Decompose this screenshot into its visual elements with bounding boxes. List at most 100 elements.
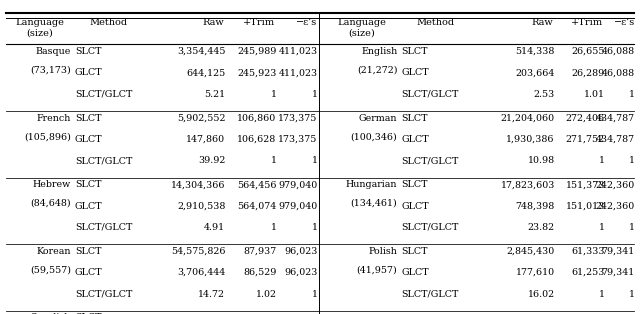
Text: 17,823,603: 17,823,603	[500, 180, 555, 189]
Text: 644,125: 644,125	[186, 68, 225, 78]
Text: German: German	[359, 114, 397, 123]
Text: (41,957): (41,957)	[356, 266, 397, 275]
Text: 1: 1	[629, 223, 635, 232]
Text: 2,910,538: 2,910,538	[177, 202, 225, 211]
Text: 1: 1	[271, 223, 276, 232]
Text: SLCT: SLCT	[401, 47, 428, 56]
Text: SLCT: SLCT	[75, 247, 101, 256]
Text: 1: 1	[599, 223, 605, 232]
Text: SLCT/GLCT: SLCT/GLCT	[75, 290, 132, 299]
Text: 1: 1	[312, 223, 317, 232]
Text: SLCT: SLCT	[75, 47, 101, 56]
Text: SLCT/GLCT: SLCT/GLCT	[75, 90, 132, 99]
Text: SLCT/GLCT: SLCT/GLCT	[401, 290, 459, 299]
Text: 1.02: 1.02	[255, 290, 276, 299]
Text: 1: 1	[599, 156, 605, 165]
Text: 147,860: 147,860	[186, 135, 225, 144]
Text: 434,787: 434,787	[596, 114, 635, 123]
Text: 1: 1	[629, 156, 635, 165]
Text: 514,338: 514,338	[515, 47, 555, 56]
Text: SLCT: SLCT	[401, 247, 428, 256]
Text: 54,575,826: 54,575,826	[171, 247, 225, 256]
Text: 106,860: 106,860	[237, 114, 276, 123]
Text: 10.98: 10.98	[528, 156, 555, 165]
Text: 79,341: 79,341	[602, 268, 635, 277]
Text: 1: 1	[312, 90, 317, 99]
Text: 2.53: 2.53	[534, 90, 555, 99]
Text: Raw: Raw	[202, 18, 224, 27]
Text: 61,333: 61,333	[572, 247, 605, 256]
Text: 1: 1	[312, 156, 317, 165]
Text: 151,013: 151,013	[566, 202, 605, 211]
Text: GLCT: GLCT	[401, 68, 429, 78]
Text: English: English	[361, 47, 397, 56]
Text: Raw: Raw	[532, 18, 554, 27]
Text: 1: 1	[599, 290, 605, 299]
Text: Language
(size): Language (size)	[15, 18, 65, 38]
Text: Basque: Basque	[36, 47, 71, 56]
Text: SLCT/GLCT: SLCT/GLCT	[75, 223, 132, 232]
Text: Hebrew: Hebrew	[33, 180, 71, 189]
Text: 79,341: 79,341	[602, 247, 635, 256]
Text: Swedish: Swedish	[31, 313, 71, 314]
Text: 86,529: 86,529	[243, 268, 276, 277]
Text: 245,923: 245,923	[237, 68, 276, 78]
Text: (134,461): (134,461)	[351, 199, 397, 208]
Text: (105,896): (105,896)	[24, 133, 71, 142]
Text: (21,272): (21,272)	[357, 66, 397, 75]
Text: 5.21: 5.21	[204, 90, 225, 99]
Text: GLCT: GLCT	[75, 68, 102, 78]
Text: 2,845,430: 2,845,430	[507, 247, 555, 256]
Text: 411,023: 411,023	[278, 68, 317, 78]
Text: 272,406: 272,406	[566, 114, 605, 123]
Text: 1: 1	[629, 90, 635, 99]
Text: 26,289: 26,289	[572, 68, 605, 78]
Text: 411,023: 411,023	[278, 47, 317, 56]
Text: 748,398: 748,398	[516, 202, 555, 211]
Text: −ε’s: −ε’s	[614, 18, 635, 27]
Text: 3,551,917: 3,551,917	[269, 313, 317, 314]
Text: 564,074: 564,074	[237, 202, 276, 211]
Text: 1: 1	[271, 90, 276, 99]
Text: Polish: Polish	[369, 247, 397, 256]
Text: SLCT: SLCT	[75, 180, 101, 189]
Text: 151,373: 151,373	[565, 180, 605, 189]
Text: GLCT: GLCT	[75, 135, 102, 144]
Text: SLCT: SLCT	[75, 313, 101, 314]
Text: 203,664: 203,664	[515, 68, 555, 78]
Text: 96,023: 96,023	[284, 268, 317, 277]
Text: 39.92: 39.92	[198, 156, 225, 165]
Text: 5,902,552: 5,902,552	[177, 114, 225, 123]
Text: SLCT/GLCT: SLCT/GLCT	[401, 156, 459, 165]
Text: 4.91: 4.91	[204, 223, 225, 232]
Text: Korean: Korean	[36, 247, 71, 256]
Text: 23.82: 23.82	[528, 223, 555, 232]
Text: 1: 1	[271, 156, 276, 165]
Text: GLCT: GLCT	[75, 268, 102, 277]
Text: 245,989: 245,989	[237, 47, 276, 56]
Text: Method: Method	[90, 18, 128, 27]
Text: (100,346): (100,346)	[351, 133, 397, 142]
Text: 1,894,346: 1,894,346	[228, 313, 276, 314]
Text: SLCT: SLCT	[401, 114, 428, 123]
Text: Language
(size): Language (size)	[337, 18, 386, 38]
Text: 1.01: 1.01	[584, 90, 605, 99]
Text: GLCT: GLCT	[401, 135, 429, 144]
Text: 87,937: 87,937	[243, 247, 276, 256]
Text: SLCT/GLCT: SLCT/GLCT	[401, 90, 459, 99]
Text: 1: 1	[312, 290, 317, 299]
Text: SLCT/GLCT: SLCT/GLCT	[75, 156, 132, 165]
Text: (73,173): (73,173)	[30, 66, 71, 75]
Text: 434,787: 434,787	[596, 135, 635, 144]
Text: 61,253: 61,253	[572, 268, 605, 277]
Text: 271,752: 271,752	[566, 135, 605, 144]
Text: 20,483,899: 20,483,899	[171, 313, 225, 314]
Text: +Trim: +Trim	[243, 18, 275, 27]
Text: 3,706,444: 3,706,444	[177, 268, 225, 277]
Text: 1: 1	[629, 290, 635, 299]
Text: 16.02: 16.02	[528, 290, 555, 299]
Text: GLCT: GLCT	[75, 202, 102, 211]
Text: (84,648): (84,648)	[31, 199, 71, 208]
Text: SLCT/GLCT: SLCT/GLCT	[401, 223, 459, 232]
Text: Hungarian: Hungarian	[346, 180, 397, 189]
